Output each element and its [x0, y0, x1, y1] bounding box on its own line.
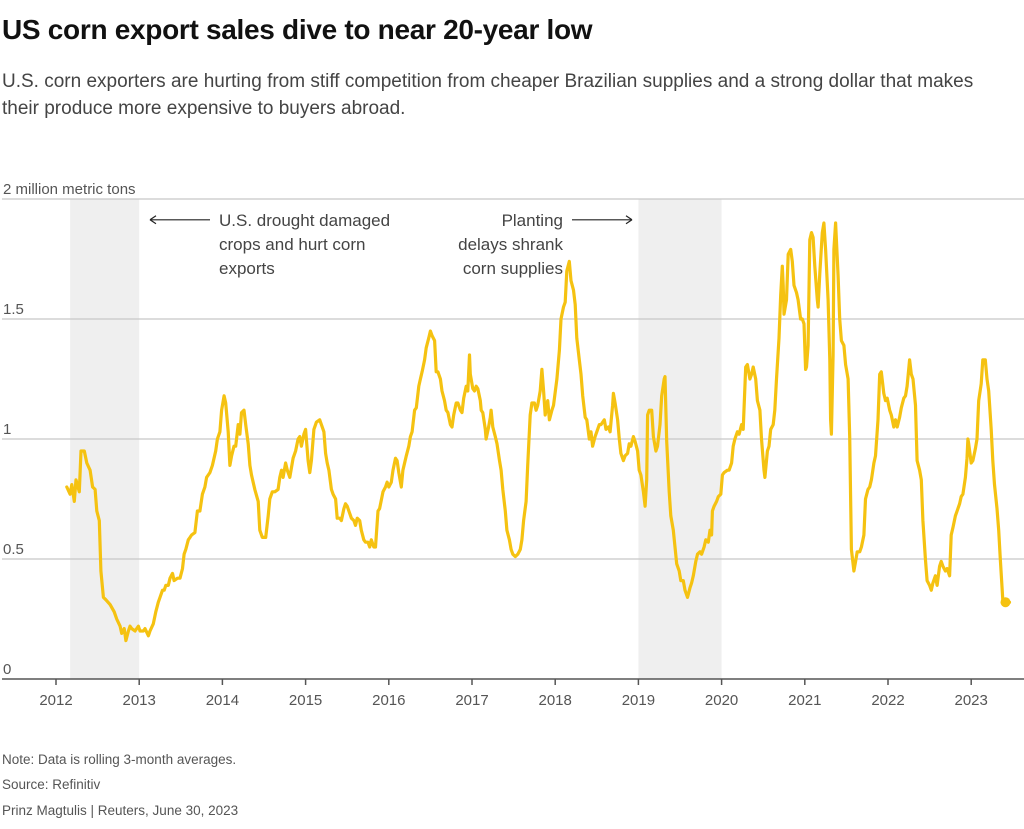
x-tick-label: 2018 — [539, 692, 572, 709]
x-tick-label: 2022 — [871, 692, 904, 709]
series-end-marker — [1000, 597, 1011, 608]
x-tick-label: 2016 — [372, 692, 405, 709]
x-tick-label: 2021 — [788, 692, 821, 709]
series-line — [65, 221, 1012, 643]
y-tick-label: 0.5 — [3, 541, 24, 558]
x-tick-label: 2023 — [955, 692, 988, 709]
x-tick-label: 2013 — [123, 692, 156, 709]
footer-source: Source: Refinitiv — [2, 777, 101, 792]
x-tick-label: 2014 — [206, 692, 239, 709]
x-tick-label: 2012 — [39, 692, 72, 709]
chart-title: US corn export sales dive to near 20-yea… — [2, 14, 593, 45]
annotation-text: U.S. drought damaged — [219, 211, 390, 230]
y-tick-label: 1 — [3, 421, 11, 438]
annotation-text: crops and hurt corn — [219, 235, 365, 254]
x-tick-label: 2017 — [455, 692, 488, 709]
x-tick-label: 2020 — [705, 692, 738, 709]
x-tick-label: 2019 — [622, 692, 655, 709]
arrow-head-icon — [625, 215, 633, 225]
x-tick-label: 2015 — [289, 692, 322, 709]
annotation-0: U.S. drought damaged crops and hurt corn e… — [149, 211, 390, 278]
annotation-text: corn supplies — [463, 259, 563, 278]
arrow-head-icon — [149, 215, 157, 225]
y-tick-label: 1.5 — [3, 301, 24, 318]
annotation-text: delays shrank — [458, 235, 563, 254]
annotation-text: exports — [219, 259, 275, 278]
annotation-text: Planting — [502, 211, 563, 230]
annotation-1: Planting delays shrank corn supplies — [458, 211, 633, 278]
footer-note: Note: Data is rolling 3-month averages. — [2, 752, 237, 767]
y-tick-label: 2 million metric tons — [3, 181, 136, 198]
chart-subtitle: U.S. corn exporters are hurting from sti… — [2, 71, 974, 119]
y-tick-label: 0 — [3, 661, 11, 678]
footer-credit: Prinz Magtulis | Reuters, June 30, 2023 — [2, 803, 239, 818]
